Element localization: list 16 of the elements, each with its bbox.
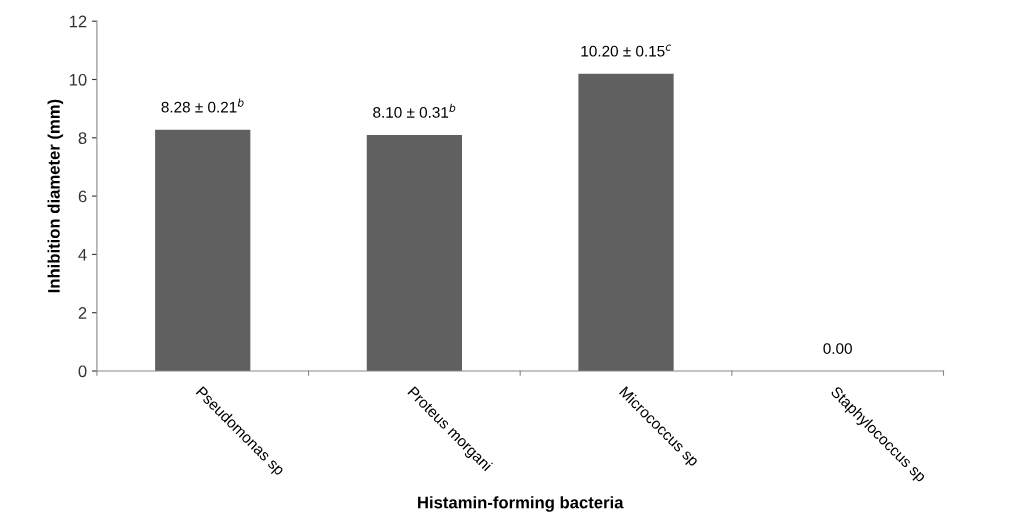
- data-label: 8.28 ± 0.21$^{b}$: [161, 98, 244, 113]
- y-tick-label: 2: [78, 307, 87, 319]
- data-label: 10.20 ± 0.15$^{c}$: [581, 44, 672, 57]
- y-tick-label: 6: [78, 190, 87, 203]
- x-axis-title: Histamin-forming bacteria: [418, 496, 624, 512]
- bar: [366, 134, 462, 371]
- bar: [155, 129, 251, 371]
- y-tick-label: 0: [78, 365, 87, 378]
- y-tick-label: 12: [69, 15, 87, 28]
- data-label: 8.10 ± 0.31$^{b}$: [373, 103, 456, 118]
- y-axis-title: Inhibition diameter (mm): [47, 99, 64, 293]
- y-tick-label: 4: [78, 248, 87, 261]
- y-tick-label: 8: [78, 132, 87, 144]
- y-tick-label: 10: [69, 73, 87, 86]
- bar: [578, 73, 674, 371]
- data-label: 0.00: [823, 343, 852, 354]
